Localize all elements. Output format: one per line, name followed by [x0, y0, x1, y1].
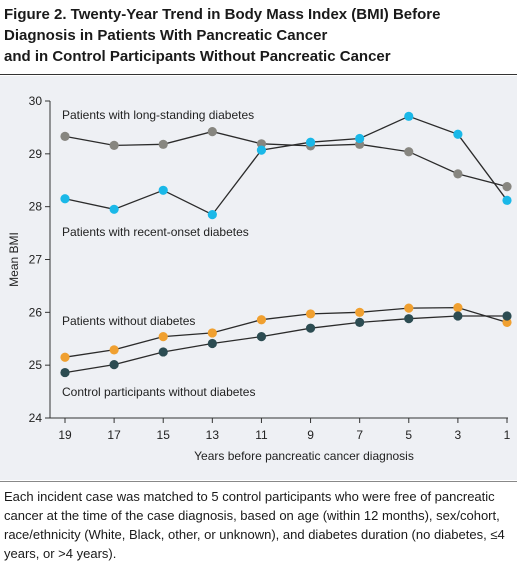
figure-title-line-2: Diagnosis in Patients With Pancreatic Ca… [4, 27, 328, 44]
data-point-series-1 [305, 137, 316, 147]
y-axis-label: Mean BMI [7, 232, 21, 287]
data-point-series-3 [453, 311, 463, 321]
data-point-series-1 [158, 185, 168, 195]
data-point-series-2 [109, 345, 119, 355]
data-point-series-2 [207, 328, 217, 338]
x-tick-label: 7 [356, 428, 363, 442]
data-point-series-0 [404, 147, 414, 157]
data-point-series-0 [207, 127, 217, 137]
x-tick-label: 5 [405, 428, 412, 442]
title-divider [0, 74, 517, 75]
figure-caption: Each incident case was matched to 5 cont… [4, 489, 505, 561]
data-point-series-0 [60, 131, 70, 141]
data-point-series-2 [60, 352, 70, 362]
series-label-3: Control participants without diabetes [62, 385, 255, 399]
series-line-0 [64, 130, 508, 188]
data-point-series-2 [256, 315, 267, 325]
y-tick-label: 29 [29, 147, 43, 161]
data-point-series-0 [158, 139, 168, 149]
data-point-series-3 [502, 311, 512, 321]
x-tick-label: 3 [455, 428, 462, 442]
y-tick-label: 28 [29, 200, 43, 214]
data-point-series-2 [404, 303, 414, 313]
data-point-series-3 [355, 317, 365, 327]
y-tick-label: 25 [29, 358, 43, 372]
series-line-3 [64, 315, 507, 374]
x-tick-label: 15 [157, 428, 171, 442]
data-point-series-3 [109, 360, 119, 370]
data-point-series-3 [256, 332, 267, 342]
x-axis-label: Years before pancreatic cancer diagnosis [194, 449, 414, 463]
data-point-series-1 [453, 129, 463, 139]
data-point-series-2 [158, 332, 168, 342]
series-line-1 [64, 115, 508, 216]
data-point-series-2 [502, 317, 512, 327]
data-point-series-1 [60, 194, 70, 204]
data-point-series-0 [502, 181, 512, 192]
data-point-series-1 [256, 145, 267, 155]
data-point-series-1 [404, 111, 414, 121]
data-point-series-2 [305, 309, 316, 319]
data-point-series-3 [60, 367, 70, 378]
x-tick-label: 13 [206, 428, 220, 442]
data-point-series-0 [256, 139, 267, 149]
series-label-2: Patients without diabetes [62, 314, 195, 328]
data-point-series-3 [305, 323, 316, 333]
x-tick-label: 17 [107, 428, 121, 442]
bmi-line-chart: 24 25 26 27 28 29 30 19 17 15 13 11 9 7 5 3 1 Years befor… [7, 94, 512, 463]
data-point-series-3 [207, 338, 217, 349]
figure-title-line-3: and in Control Participants Without Panc… [4, 48, 391, 65]
data-point-series-1 [355, 133, 365, 144]
y-tick-label: 26 [29, 305, 43, 319]
x-tick-label: 1 [504, 428, 511, 442]
x-tick-label: 11 [255, 428, 268, 442]
data-point-series-2 [453, 302, 463, 313]
data-point-series-0 [109, 140, 119, 150]
data-point-series-3 [158, 347, 168, 357]
figure-title-line-1: Figure 2. Twenty-Year Trend in Body Mass… [4, 6, 441, 23]
data-point-series-1 [207, 209, 217, 220]
data-point-series-0 [453, 169, 463, 179]
figure-title: Figure 2. Twenty-Year Trend in Body Mass… [4, 4, 509, 67]
data-point-series-3 [404, 314, 414, 324]
x-tick-label: 9 [307, 428, 314, 442]
series-label-0: Patients with long-standing diabetes [62, 108, 254, 122]
y-tick-label: 30 [29, 94, 43, 108]
series-line-2 [64, 306, 508, 358]
data-point-series-2 [355, 307, 365, 317]
y-tick-label: 27 [29, 253, 43, 267]
data-point-series-1 [502, 195, 512, 205]
x-tick-label: 19 [58, 428, 72, 442]
y-tick-label: 24 [29, 411, 43, 425]
data-point-series-1 [109, 204, 119, 214]
series-label-1: Patients with recent-onset diabetes [62, 225, 249, 239]
caption-divider [0, 481, 517, 482]
